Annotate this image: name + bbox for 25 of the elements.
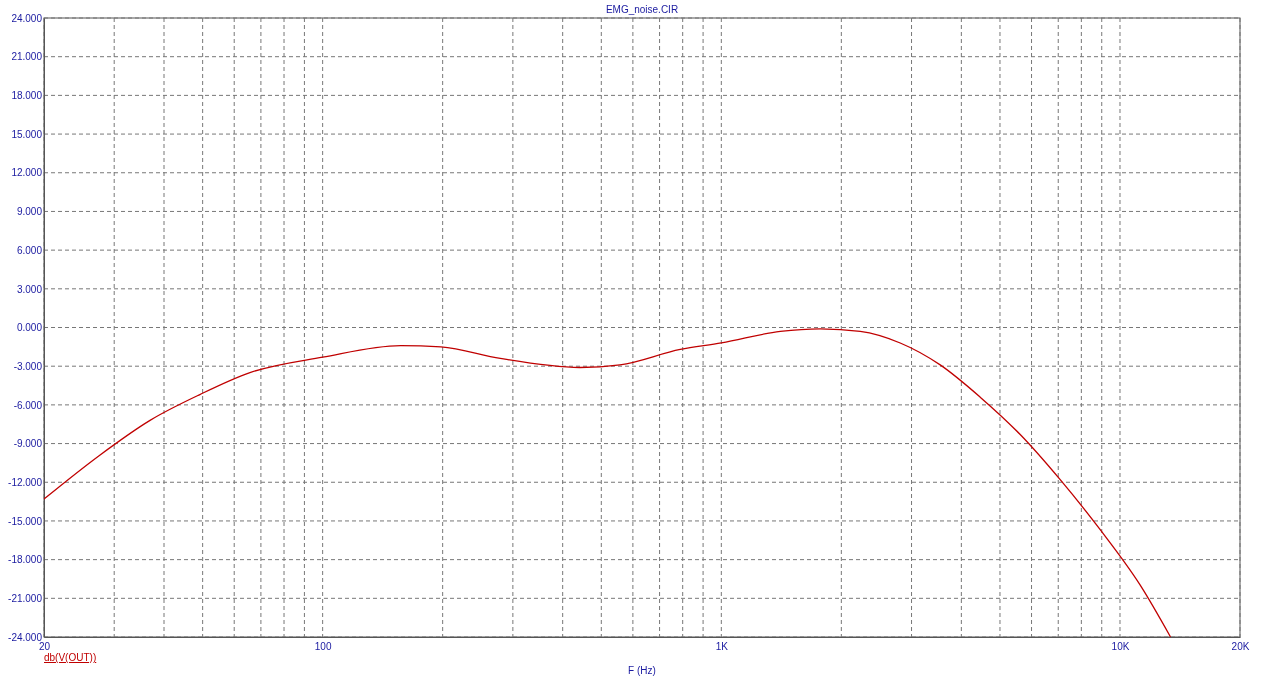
y-tick-label: 3.000 (16, 283, 43, 295)
y-tick-label: 9.000 (16, 206, 43, 218)
y-tick-label: -21.000 (8, 593, 43, 605)
y-tick-label: -3.000 (13, 360, 43, 372)
y-tick-label: -24.000 (8, 631, 43, 643)
y-tick-label: -6.000 (13, 399, 43, 411)
y-tick-label: 18.000 (11, 90, 43, 102)
y-tick-label: -18.000 (8, 554, 43, 566)
y-tick-label: 0.000 (16, 322, 43, 334)
x-tick-label: 100 (314, 641, 332, 653)
x-tick-label: 20K (1231, 641, 1250, 653)
y-tick-label: -15.000 (8, 515, 43, 527)
y-tick-label: 12.000 (11, 167, 43, 179)
y-tick-label: 21.000 (11, 51, 43, 63)
y-tick-label: -9.000 (13, 438, 43, 450)
x-tick-label: 10K (1111, 641, 1130, 653)
y-tick-label: 15.000 (11, 128, 43, 140)
y-tick-label: -12.000 (8, 476, 43, 488)
y-tick-label: 6.000 (16, 244, 43, 256)
x-tick-label: 1K (715, 641, 729, 653)
x-tick-label: 20 (38, 641, 51, 653)
text: db(V(OUT)) (44, 652, 97, 663)
y-tick-label: 24.000 (11, 12, 43, 24)
x-axis-title: F (Hz) (628, 665, 656, 676)
chart-title: EMG_noise.CIR (605, 4, 679, 15)
